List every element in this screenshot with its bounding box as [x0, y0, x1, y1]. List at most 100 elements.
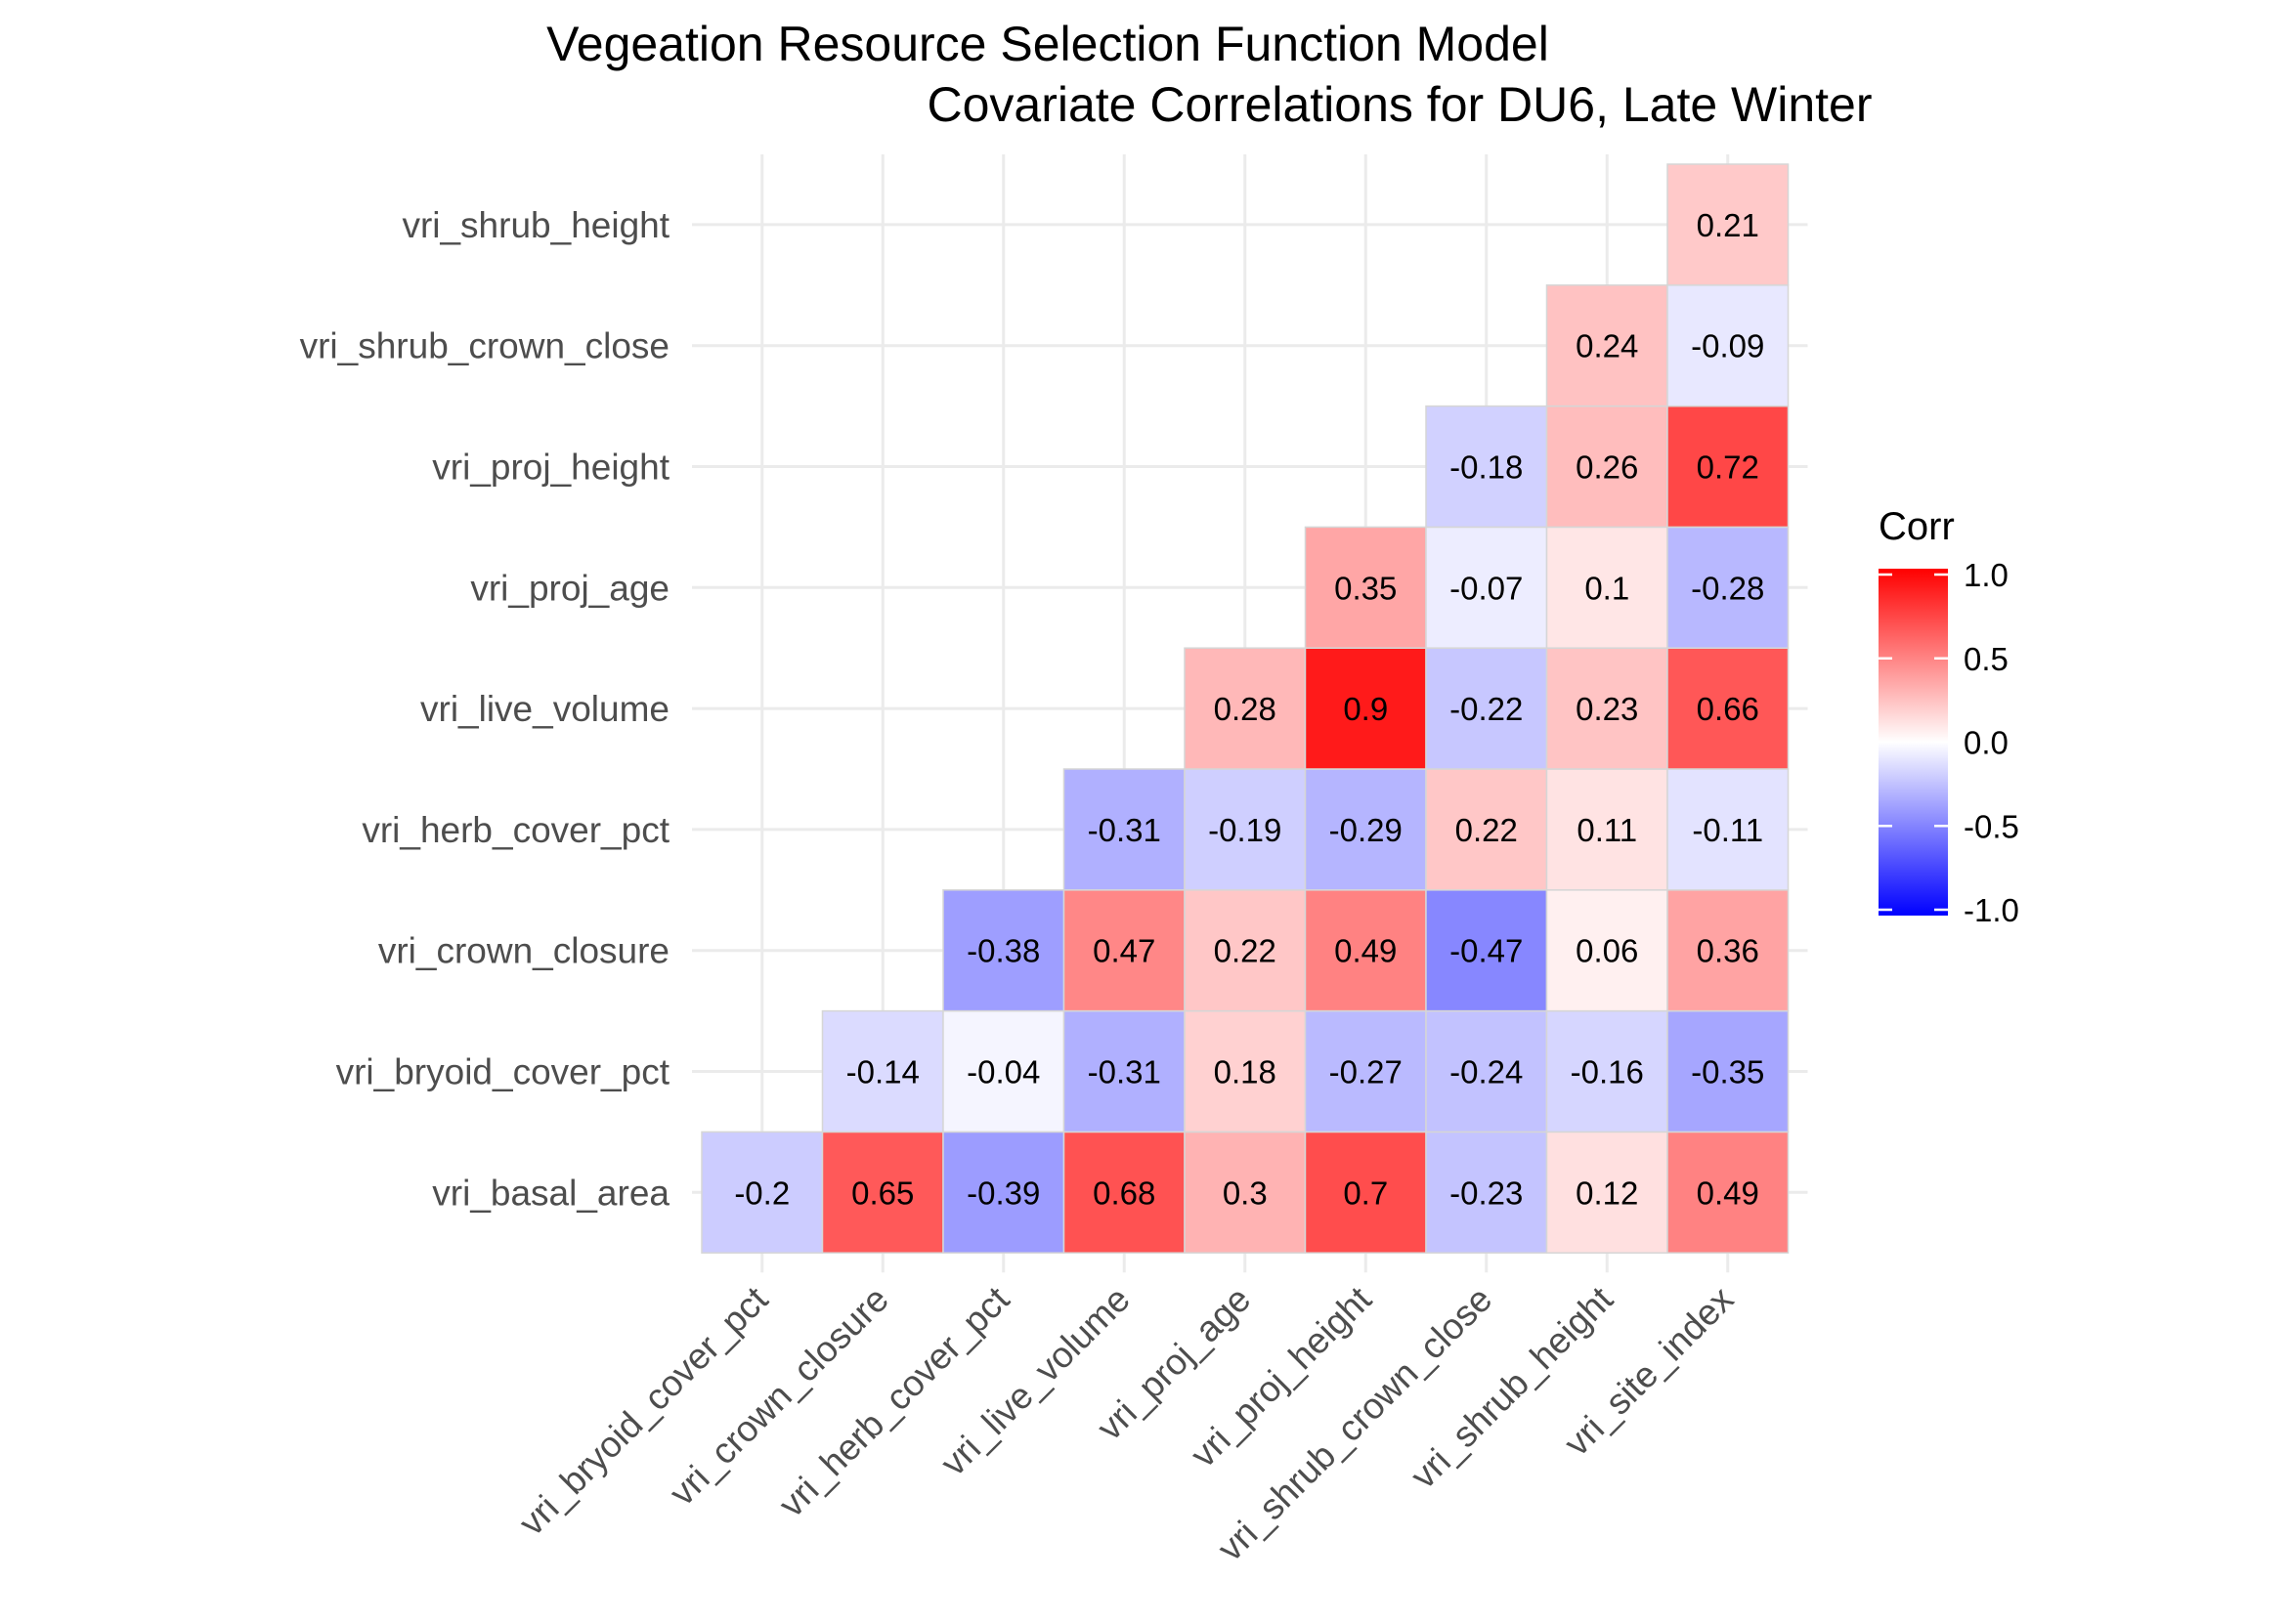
heatmap-cell	[1425, 1009, 1548, 1133]
cell-value-label: -0.38	[967, 933, 1040, 969]
heatmap-cell	[1304, 526, 1427, 649]
heatmap-cell	[1666, 163, 1790, 286]
heatmap-cell	[1304, 768, 1427, 891]
cell-value-label: -0.14	[846, 1054, 920, 1090]
cell-value-label: -0.31	[1088, 1054, 1161, 1090]
heatmap-cell	[1425, 647, 1548, 770]
legend-ticks: 1.0 0.5 0.0 -0.5 -1.0	[1879, 557, 2019, 928]
heatmap-cell	[1545, 768, 1668, 891]
heatmap-cell	[1062, 1009, 1186, 1133]
legend-tick-label: -1.0	[1964, 892, 2019, 928]
cell-value-label: 0.7	[1343, 1175, 1388, 1211]
cell-value-label: 0.22	[1214, 933, 1276, 969]
y-tick-label: vri_live_volume	[420, 689, 670, 729]
heatmap-cell	[1666, 889, 1790, 1012]
y-tick-label: vri_basal_area	[432, 1173, 670, 1213]
heatmap-cell	[942, 889, 1065, 1012]
heatmap-cell	[1425, 889, 1548, 1012]
legend-tick-label: 1.0	[1964, 557, 2009, 593]
cell-value-label: -0.22	[1449, 691, 1523, 727]
y-tick-label: vri_shrub_crown_close	[300, 326, 670, 366]
heatmap-cells	[701, 163, 1790, 1254]
y-tick-label: vri_shrub_height	[402, 205, 670, 245]
cell-value-label: -0.07	[1449, 570, 1523, 606]
heatmap-cell	[1425, 405, 1548, 529]
heatmap-cell	[1062, 1131, 1186, 1254]
heatmap-cell	[1666, 768, 1790, 891]
cell-value-label: -0.19	[1208, 812, 1281, 848]
x-axis-tick-labels: vri_bryoid_cover_pctvri_crown_closurevri…	[511, 1278, 1742, 1568]
cell-value-label: 0.35	[1334, 570, 1397, 606]
cell-value-label: -0.29	[1329, 812, 1403, 848]
cell-value-label: 0.28	[1214, 691, 1276, 727]
heatmap-cell	[1062, 889, 1186, 1012]
y-tick-label: vri_proj_age	[470, 568, 670, 608]
x-tick-label: vri_shrub_height	[1403, 1278, 1620, 1496]
legend-tick-label: 0.0	[1964, 725, 2009, 761]
cell-value-label: -0.47	[1449, 933, 1523, 969]
x-tick-label: vri_crown_closure	[662, 1279, 896, 1514]
heatmap-cell	[1425, 1131, 1548, 1254]
cell-value-label: 0.11	[1577, 812, 1637, 848]
heatmap-cell	[1184, 647, 1307, 770]
cell-value-label: -0.24	[1449, 1054, 1523, 1090]
heatmap-cell	[701, 1131, 824, 1254]
heatmap-cell	[1545, 889, 1668, 1012]
heatmap-cell	[1545, 1009, 1668, 1133]
heatmap-cell	[1304, 889, 1427, 1012]
cell-value-label: 0.06	[1576, 933, 1638, 969]
chart-title: Vegeation Resource Selection Function Mo…	[546, 17, 1549, 71]
x-tick-label: vri_herb_cover_pct	[771, 1278, 1017, 1524]
heatmap-cell	[1666, 1009, 1790, 1133]
cell-value-label: 0.65	[851, 1175, 914, 1211]
cell-value-label: 0.22	[1455, 812, 1518, 848]
heatmap-cell	[1184, 1009, 1307, 1133]
cell-value-label: -0.27	[1329, 1054, 1403, 1090]
heatmap-cell	[1545, 284, 1668, 407]
heatmap-cell	[942, 1009, 1065, 1133]
y-tick-label: vri_crown_closure	[378, 931, 670, 971]
cell-value-label: -0.09	[1691, 328, 1764, 364]
cell-value-label: 0.72	[1697, 449, 1759, 486]
heatmap-cell	[1304, 647, 1427, 770]
heatmap-cell	[1545, 1131, 1668, 1254]
cell-value-label: 0.68	[1093, 1175, 1155, 1211]
cell-value-label: 0.18	[1214, 1054, 1276, 1090]
cell-value-label: 0.49	[1334, 933, 1397, 969]
heatmap-cell	[1184, 768, 1307, 891]
cell-value-label: 0.23	[1576, 691, 1638, 727]
cell-value-label: 0.3	[1223, 1175, 1268, 1211]
cell-labels: -0.2 0.65 -0.39 0.68 0.3 0.7 -0.23 0.12 0.49 -0.1…	[734, 207, 1764, 1211]
cell-value-label: 0.49	[1697, 1175, 1759, 1211]
cell-value-label: 0.21	[1697, 207, 1759, 243]
heatmap-cell	[821, 1009, 944, 1133]
cell-value-label: 0.26	[1576, 449, 1638, 486]
heatmap-cell	[1304, 1009, 1427, 1133]
heatmap-cell	[1666, 1131, 1790, 1254]
cell-value-label: 0.36	[1697, 933, 1759, 969]
cell-value-label: -0.35	[1691, 1054, 1764, 1090]
cell-value-label: -0.11	[1692, 812, 1763, 848]
y-tick-label: vri_proj_height	[432, 448, 670, 488]
cell-value-label: 0.66	[1697, 691, 1759, 727]
heatmap-cell	[1184, 889, 1307, 1012]
cell-value-label: -0.18	[1449, 449, 1523, 486]
cell-value-label: 0.47	[1093, 933, 1155, 969]
cell-value-label: -0.39	[967, 1175, 1040, 1211]
cell-value-label: -0.23	[1449, 1175, 1523, 1211]
y-axis-tick-labels: vri_basal_area vri_bryoid_cover_pct vri_cr…	[300, 205, 670, 1213]
cell-value-label: 0.9	[1343, 691, 1388, 727]
cell-value-label: 0.1	[1584, 570, 1629, 606]
heatmap-cell	[1666, 284, 1790, 407]
cell-value-label: -0.2	[734, 1175, 790, 1211]
legend-tick-label: 0.5	[1964, 641, 2009, 677]
heatmap-cell	[1062, 768, 1186, 891]
legend-tick-label: -0.5	[1964, 808, 2019, 844]
cell-value-label: 0.24	[1576, 328, 1638, 364]
cell-value-label: -0.31	[1088, 812, 1161, 848]
y-tick-label: vri_herb_cover_pct	[362, 810, 670, 850]
cell-value-label: -0.04	[967, 1054, 1040, 1090]
cell-value-label: 0.12	[1576, 1175, 1638, 1211]
cell-value-label: -0.16	[1571, 1054, 1644, 1090]
